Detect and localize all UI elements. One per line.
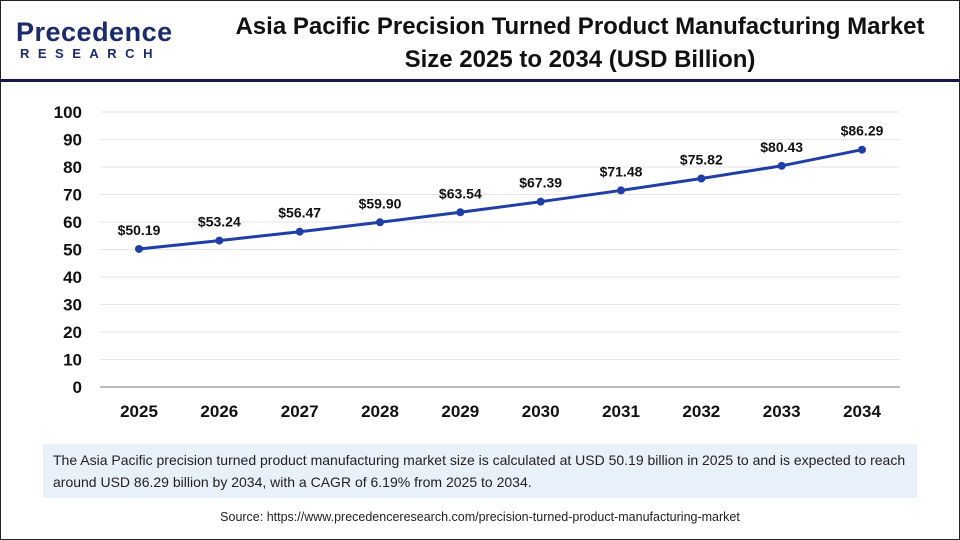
- x-tick-label: 2030: [522, 402, 560, 421]
- data-point: [617, 186, 625, 195]
- y-tick-label: 0: [73, 378, 82, 397]
- logo-line1: Precedence: [16, 17, 173, 47]
- summary-text: The Asia Pacific precision turned produc…: [43, 444, 917, 498]
- y-tick-label: 40: [63, 268, 82, 287]
- x-tick-label: 2025: [120, 402, 158, 421]
- chart-title: Asia Pacific Precision Turned Product Ma…: [235, 13, 925, 73]
- precedence-research-logo: Precedence RESEARCH: [16, 17, 173, 62]
- y-tick-label: 20: [63, 323, 82, 342]
- x-tick-label: 2027: [281, 402, 319, 421]
- data-label: $63.54: [439, 185, 482, 201]
- data-point: [215, 236, 224, 245]
- data-point: [295, 227, 304, 236]
- x-tick-label: 2026: [200, 402, 238, 421]
- header-divider: [0, 79, 960, 82]
- data-label: $75.82: [680, 151, 723, 167]
- data-label: $56.47: [278, 205, 321, 221]
- data-label: $80.43: [760, 139, 803, 155]
- data-label: $50.19: [118, 222, 161, 238]
- data-point: [777, 161, 786, 170]
- y-tick-label: 30: [63, 296, 82, 315]
- source-text: Source: https://www.precedenceresearch.c…: [220, 510, 740, 524]
- data-label: $59.90: [359, 195, 402, 211]
- y-tick-label: 10: [63, 351, 82, 370]
- data-point: [697, 174, 706, 183]
- y-tick-label: 60: [63, 213, 82, 232]
- data-point: [536, 197, 545, 206]
- x-tick-label: 2032: [682, 402, 720, 421]
- data-label: $71.48: [600, 163, 643, 179]
- series-line: [138, 148, 863, 251]
- data-label: $53.24: [198, 214, 241, 230]
- logo-line2: RESEARCH: [20, 46, 161, 61]
- data-label: $67.39: [519, 175, 562, 191]
- y-tick-label: 80: [63, 158, 82, 177]
- x-tick-label: 2028: [361, 402, 399, 421]
- x-tick-label: 2034: [843, 402, 881, 421]
- data-point: [376, 218, 384, 227]
- x-tick-label: 2031: [602, 402, 640, 421]
- data-label: $86.29: [841, 123, 884, 139]
- x-tick-label: 2033: [763, 402, 801, 421]
- y-tick-label: 90: [63, 131, 82, 150]
- y-tick-label: 50: [63, 241, 82, 260]
- y-tick-label: 100: [54, 103, 82, 122]
- x-tick-label: 2029: [441, 402, 479, 421]
- y-tick-label: 70: [63, 186, 82, 205]
- data-point: [135, 244, 143, 253]
- data-point: [456, 208, 465, 217]
- data-point: [858, 145, 866, 154]
